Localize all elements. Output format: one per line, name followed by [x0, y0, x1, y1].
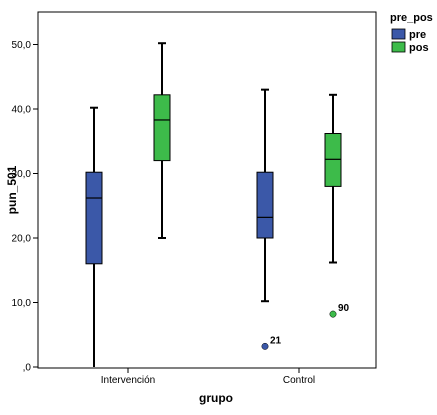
outlier-point	[261, 342, 269, 350]
box-iqr	[153, 94, 171, 162]
x-tick-label: Control	[283, 375, 315, 386]
legend-title: pre_pos	[390, 12, 433, 24]
legend-label: pos	[409, 42, 429, 54]
outlier-label: 21	[270, 335, 282, 346]
y-axis-title: pun_501	[5, 165, 19, 214]
y-tick-label: ,0	[23, 363, 32, 374]
box-series: 21 90	[85, 42, 350, 367]
box-pos-0	[153, 42, 171, 239]
y-tick-label: 50,0	[12, 40, 32, 51]
outlier-label: 90	[338, 303, 350, 314]
legend-swatch	[391, 28, 406, 40]
outlier-point	[329, 310, 337, 318]
box-pre-1: 21	[256, 88, 282, 350]
box-pos-1: 90	[324, 93, 350, 318]
box-pre-0	[85, 106, 103, 367]
box-iqr	[324, 133, 342, 187]
y-tick-label: 10,0	[12, 298, 32, 309]
x-axis-title: grupo	[199, 391, 233, 405]
y-tick-label: 20,0	[12, 234, 32, 245]
x-axis-ticks: Intervención Control	[101, 368, 315, 386]
legend-swatch	[391, 41, 406, 53]
y-tick-label: 30,0	[12, 169, 32, 180]
x-tick-label: Intervención	[101, 375, 155, 386]
y-axis-ticks: ,0 10,0 20,0 30,0 40,0 50,0	[12, 40, 38, 374]
legend-label: pre	[409, 29, 426, 41]
box-iqr	[85, 171, 103, 265]
box-iqr	[256, 171, 274, 239]
y-tick-label: 40,0	[12, 105, 32, 116]
